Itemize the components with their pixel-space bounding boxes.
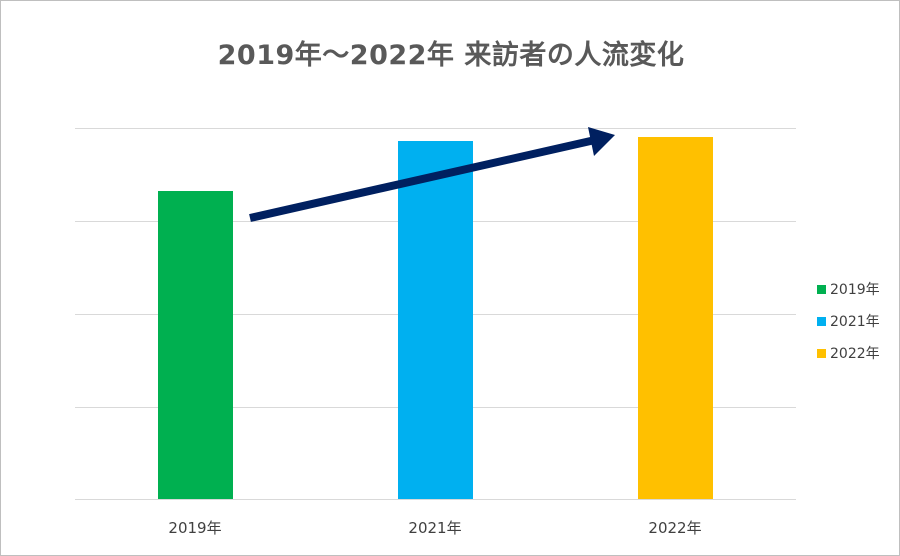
legend-item-2021: 2021年: [817, 305, 880, 337]
gridline: [75, 128, 796, 129]
legend: 2019年 2021年 2022年: [817, 273, 880, 369]
legend-label: 2019年: [830, 282, 880, 298]
legend-label: 2021年: [830, 314, 880, 330]
x-axis-label-2021: 2021年: [408, 519, 462, 537]
legend-item-2022: 2022年: [817, 337, 880, 369]
legend-item-2019: 2019年: [817, 273, 880, 305]
x-axis-label-2019: 2019年: [168, 519, 222, 537]
legend-label: 2022年: [830, 346, 880, 362]
x-axis-label-2022: 2022年: [648, 519, 702, 537]
bar-2019: [158, 191, 233, 499]
chart-title: 2019年～2022年 来訪者の人流変化: [217, 40, 685, 71]
bar-2022: [638, 137, 713, 499]
bar-2021: [398, 141, 473, 499]
legend-swatch-icon: [817, 284, 826, 294]
x-axis-baseline: [75, 499, 796, 500]
legend-swatch-icon: [817, 348, 826, 358]
legend-swatch-icon: [817, 316, 826, 326]
